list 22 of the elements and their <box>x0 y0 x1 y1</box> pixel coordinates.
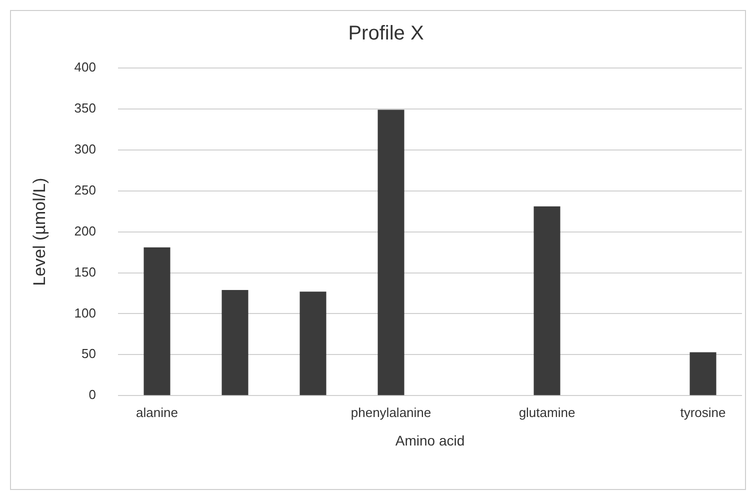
y-tick-label: 300 <box>74 141 96 156</box>
bar <box>300 292 326 396</box>
bar <box>534 206 560 396</box>
y-tick-label: 250 <box>74 182 96 198</box>
bar <box>378 110 404 396</box>
x-tick-label: tyrosine <box>680 404 726 420</box>
y-tick-label: 150 <box>74 264 96 280</box>
y-tick-label: 50 <box>82 346 96 362</box>
y-tick-label: 0 <box>88 387 96 402</box>
bar <box>690 352 716 396</box>
y-tick-label: 200 <box>74 223 96 238</box>
chart-title: Profile X <box>348 22 424 45</box>
x-axis-title: Amino acid <box>395 432 465 448</box>
y-tick-label: 100 <box>74 305 96 320</box>
x-tick-label: alanine <box>136 404 178 420</box>
y-axis-title: Level (µmol/L) <box>30 178 49 286</box>
y-tick-label: 350 <box>74 100 96 116</box>
x-tick-label: phenylalanine <box>350 404 432 420</box>
bar <box>144 247 170 396</box>
x-tick-label: glutamine <box>518 404 576 420</box>
bar <box>222 290 248 396</box>
y-tick-label: 400 <box>74 60 96 75</box>
